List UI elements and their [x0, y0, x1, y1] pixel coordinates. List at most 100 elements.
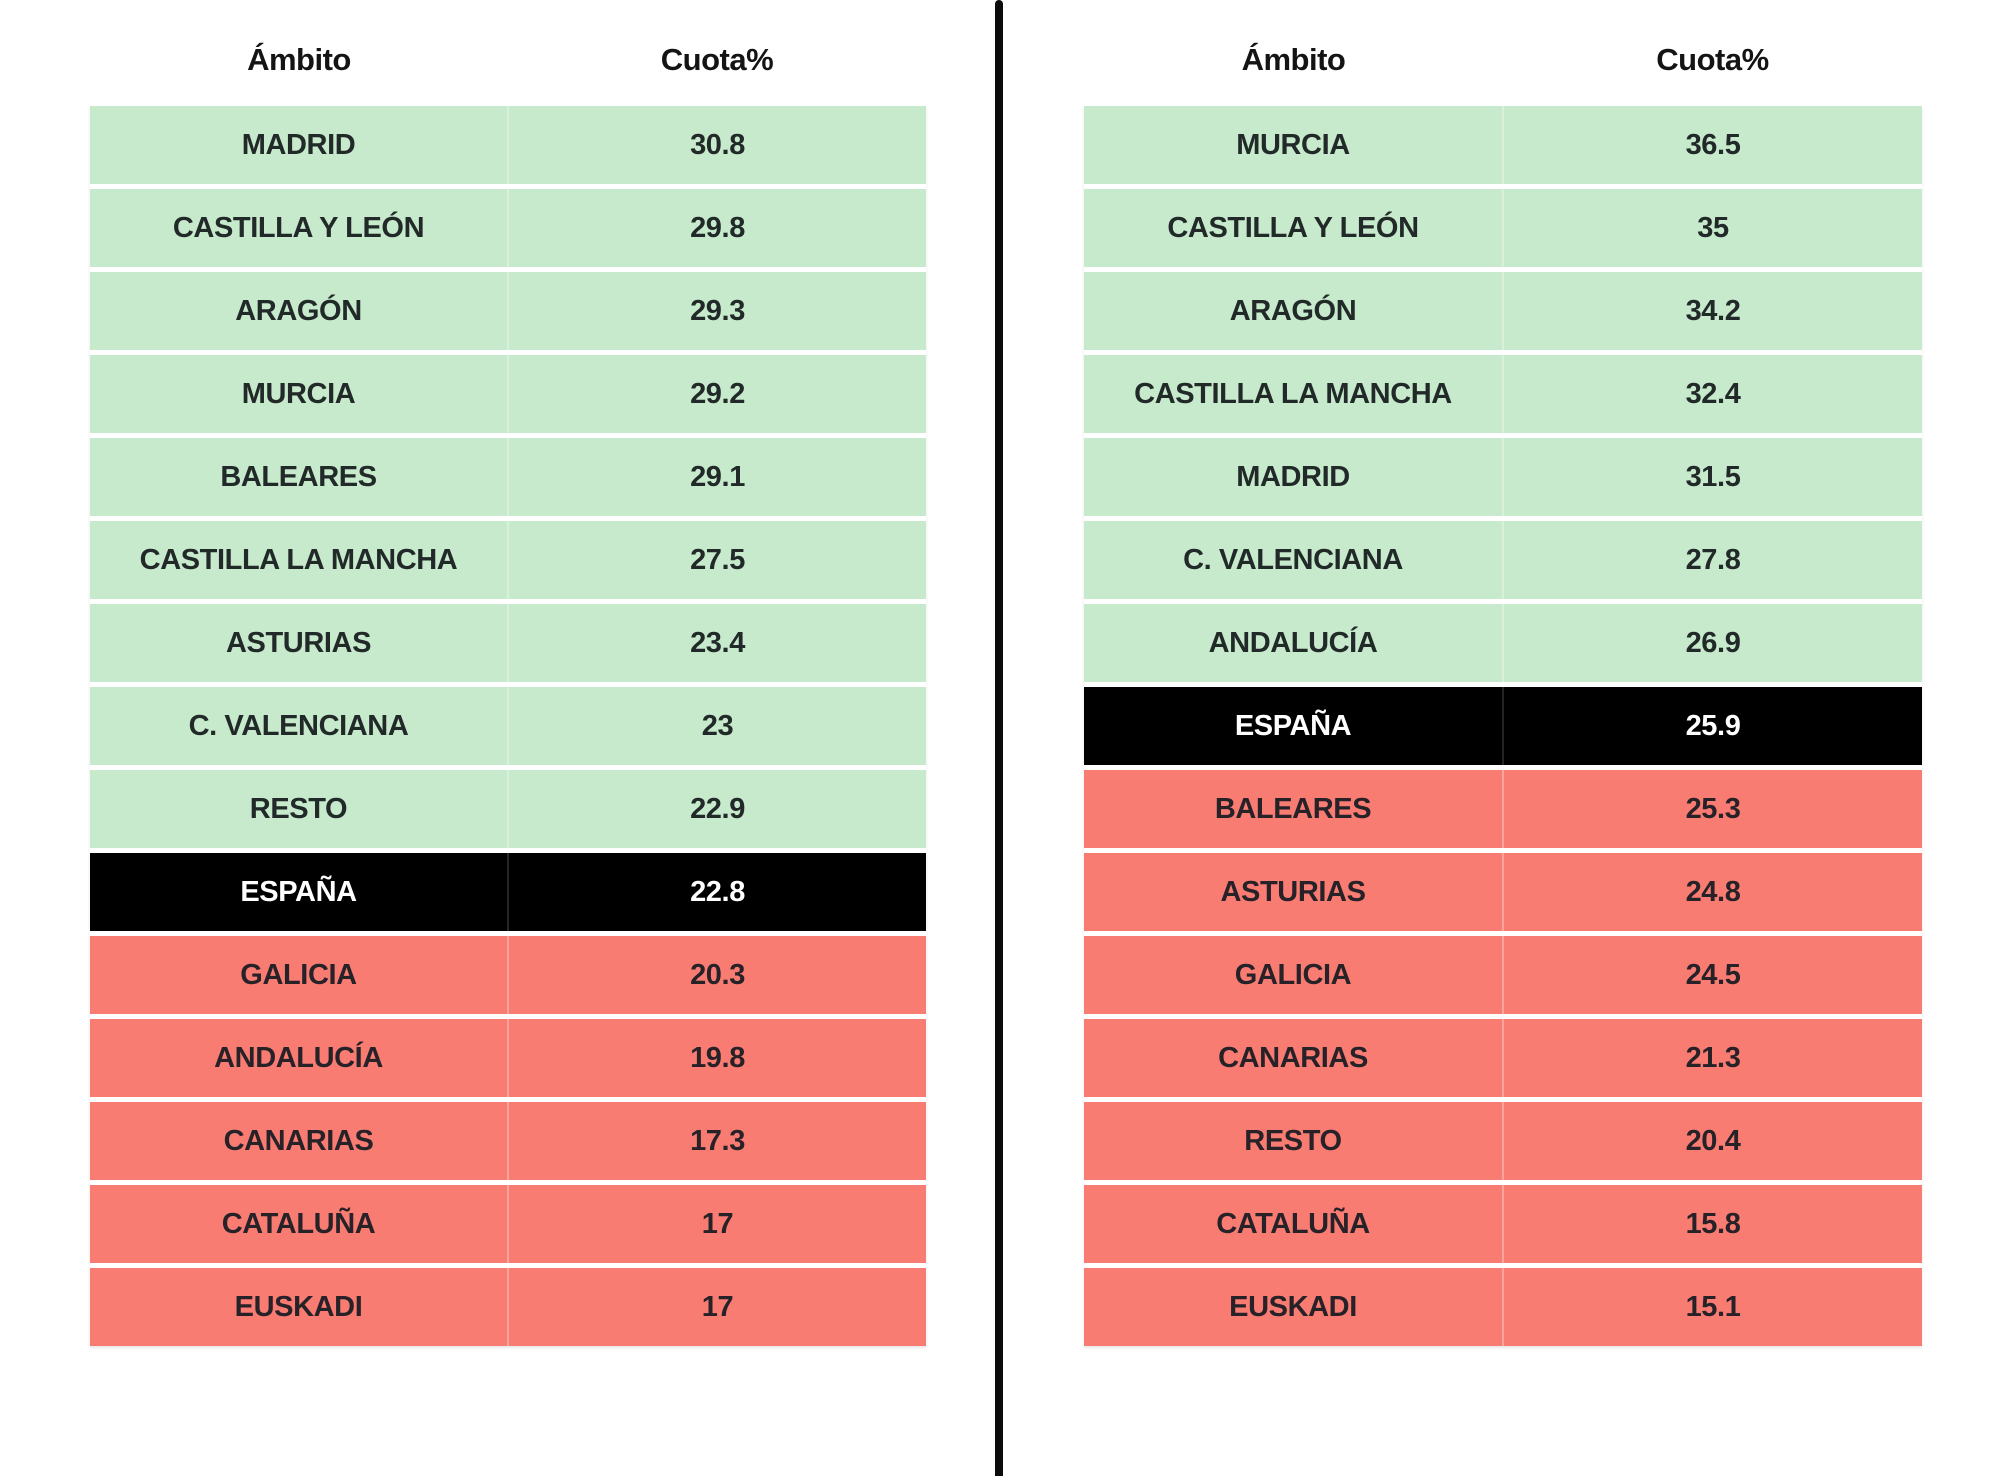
share-value: 29.1: [690, 460, 745, 493]
table-row: CASTILLA Y LEÓN 29.8: [90, 189, 926, 267]
table-row: ESPAÑA 25.9: [1084, 687, 1922, 765]
table-row: ASTURIAS 24.8: [1084, 853, 1922, 931]
region-label: EUSKADI: [1084, 1268, 1504, 1346]
table-row: ASTURIAS 23.4: [90, 604, 926, 682]
table-row: CANARIAS 17.3: [90, 1102, 926, 1180]
column-header-ambito: Ámbito: [1241, 42, 1346, 77]
region-label: GALICIA: [1084, 936, 1504, 1014]
share-value: 25.9: [1685, 709, 1741, 742]
share-value: 15.1: [1685, 1290, 1741, 1323]
region-label: ESPAÑA: [90, 853, 509, 931]
table-row: CASTILLA LA MANCHA 32.4: [1084, 355, 1922, 433]
region-label: MURCIA: [90, 355, 509, 433]
region-label: ASTURIAS: [90, 604, 509, 682]
share-value: 24.5: [1685, 958, 1741, 991]
share-value: 27.5: [690, 543, 745, 576]
share-value: 15.8: [1685, 1207, 1741, 1240]
share-value: 35: [1697, 211, 1729, 244]
share-value: 23: [701, 709, 734, 742]
table-row: BALEARES 29.1: [90, 438, 926, 516]
region-label: C. VALENCIANA: [90, 687, 509, 765]
right-table-header: Ámbito Cuota%: [1084, 26, 1922, 94]
share-value: 36.5: [1685, 128, 1741, 161]
region-label: CANARIAS: [90, 1102, 509, 1180]
share-value: 25.3: [1685, 792, 1741, 825]
share-value: 34.2: [1685, 294, 1741, 327]
table-row: ANDALUCÍA 19.8: [90, 1019, 926, 1097]
share-value: 32.4: [1685, 377, 1741, 410]
region-label: ASTURIAS: [1084, 853, 1504, 931]
region-label: EUSKADI: [90, 1268, 509, 1346]
table-row: C. VALENCIANA 23: [90, 687, 926, 765]
table-row: ARAGÓN 34.2: [1084, 272, 1922, 350]
left-table-rows: MADRID 30.8 CASTILLA Y LEÓN 29.8 ARAGÓN …: [90, 106, 926, 1346]
table-row: ESPAÑA 22.8: [90, 853, 926, 931]
share-value: 24.8: [1685, 875, 1741, 908]
region-label: CATALUÑA: [1084, 1185, 1504, 1263]
vertical-divider: [995, 0, 1003, 1476]
region-label: BALEARES: [90, 438, 509, 516]
table-row: BALEARES 25.3: [1084, 770, 1922, 848]
region-label: BALEARES: [1084, 770, 1504, 848]
table-row: MADRID 31.5: [1084, 438, 1922, 516]
share-value: 21.3: [1685, 1041, 1741, 1074]
region-label: MADRID: [90, 106, 509, 184]
share-value: 27.8: [1685, 543, 1741, 576]
share-value: 30.8: [690, 128, 745, 161]
column-header-cuota: Cuota%: [660, 42, 774, 77]
share-value: 29.8: [690, 211, 745, 244]
table-row: CANARIAS 21.3: [1084, 1019, 1922, 1097]
region-label: GALICIA: [90, 936, 509, 1014]
share-value: 20.4: [1685, 1124, 1741, 1157]
table-row: CASTILLA LA MANCHA 27.5: [90, 521, 926, 599]
table-row: GALICIA 20.3: [90, 936, 926, 1014]
table-row: EUSKADI 17: [90, 1268, 926, 1346]
share-value: 20.3: [690, 958, 745, 991]
region-label: ARAGÓN: [90, 272, 509, 350]
table-row: ARAGÓN 29.3: [90, 272, 926, 350]
region-label: ANDALUCÍA: [90, 1019, 509, 1097]
table-row: MURCIA 29.2: [90, 355, 926, 433]
region-label: RESTO: [1084, 1102, 1504, 1180]
share-value: 17.3: [690, 1124, 745, 1157]
region-label: ARAGÓN: [1084, 272, 1504, 350]
share-value: 17: [701, 1207, 734, 1240]
right-table-rows: MURCIA 36.5 CASTILLA Y LEÓN 35 ARAGÓN 34…: [1084, 106, 1922, 1346]
table-row: RESTO 20.4: [1084, 1102, 1922, 1180]
region-label: ESPAÑA: [1084, 687, 1504, 765]
region-label: C. VALENCIANA: [1084, 521, 1504, 599]
table-row: MURCIA 36.5: [1084, 106, 1922, 184]
share-value: 22.8: [690, 875, 745, 908]
table-row: MADRID 30.8: [90, 106, 926, 184]
table-row: C. VALENCIANA 27.8: [1084, 521, 1922, 599]
table-row: CASTILLA Y LEÓN 35: [1084, 189, 1922, 267]
region-label: CASTILLA LA MANCHA: [90, 521, 509, 599]
column-header-cuota: Cuota%: [1656, 42, 1769, 77]
table-row: CATALUÑA 15.8: [1084, 1185, 1922, 1263]
share-value: 22.9: [690, 792, 745, 825]
share-value: 29.3: [690, 294, 745, 327]
table-row: GALICIA 24.5: [1084, 936, 1922, 1014]
share-value: 23.4: [690, 626, 745, 659]
table-row: EUSKADI 15.1: [1084, 1268, 1922, 1346]
region-label: CATALUÑA: [90, 1185, 509, 1263]
table-row: RESTO 22.9: [90, 770, 926, 848]
share-value: 26.9: [1685, 626, 1741, 659]
region-label: CANARIAS: [1084, 1019, 1504, 1097]
table-row: CATALUÑA 17: [90, 1185, 926, 1263]
region-label: MADRID: [1084, 438, 1504, 516]
table-row: ANDALUCÍA 26.9: [1084, 604, 1922, 682]
column-header-ambito: Ámbito: [247, 42, 351, 77]
share-value: 19.8: [690, 1041, 745, 1074]
region-label: ANDALUCÍA: [1084, 604, 1504, 682]
region-label: CASTILLA LA MANCHA: [1084, 355, 1504, 433]
share-value: 31.5: [1685, 460, 1741, 493]
share-value: 17: [701, 1290, 734, 1323]
region-label: MURCIA: [1084, 106, 1504, 184]
region-label: RESTO: [90, 770, 509, 848]
region-label: CASTILLA Y LEÓN: [90, 189, 509, 267]
region-label: CASTILLA Y LEÓN: [1084, 189, 1504, 267]
left-table-header: Ámbito Cuota%: [90, 26, 926, 94]
share-value: 29.2: [690, 377, 745, 410]
